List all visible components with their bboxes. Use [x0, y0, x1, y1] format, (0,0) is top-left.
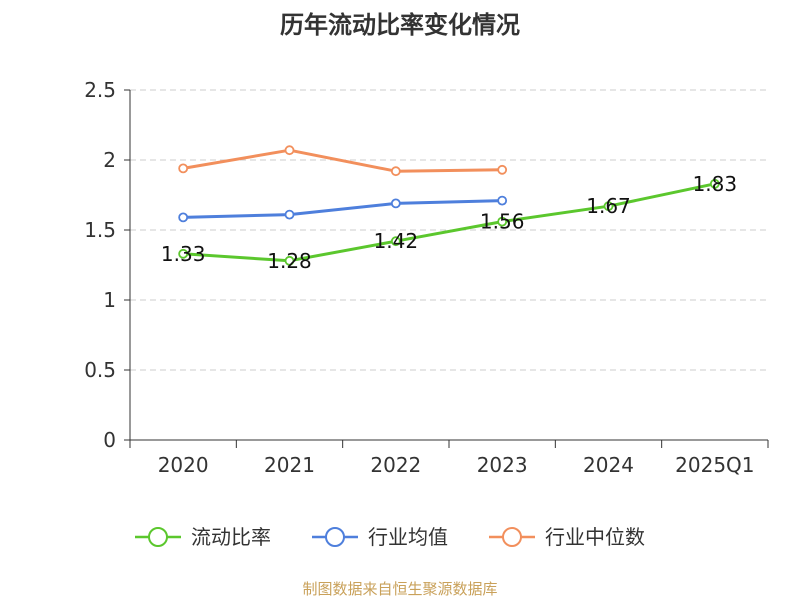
data-point — [284, 209, 295, 220]
data-label: 1.67 — [586, 194, 631, 218]
data-point — [603, 201, 614, 212]
x-tick-label: 2022 — [370, 453, 421, 477]
axes: 0 0.5 1 1.5 2 2.5 2020 2021 2022 2023 2024 2025Q1 — [84, 78, 769, 477]
x-tick-label: 2025Q1 — [675, 453, 754, 477]
legend-label: 流动比率 — [191, 525, 271, 549]
data-label: 1.56 — [480, 210, 525, 234]
data-label: 1.42 — [374, 229, 419, 253]
x-tick-label: 2023 — [477, 453, 528, 477]
legend: 流动比率 行业均值 行业中位数 — [135, 525, 645, 549]
y-tick-label: 1 — [103, 288, 116, 312]
data-point — [497, 216, 508, 227]
data-label: 1.28 — [267, 249, 312, 273]
series-line — [183, 182, 716, 263]
data-point — [178, 163, 189, 174]
data-point — [390, 236, 401, 247]
chart-title: 历年流动比率变化情况 — [280, 11, 520, 39]
data-point — [284, 145, 295, 156]
legend-marker — [325, 527, 345, 547]
x-tick-label: 2021 — [264, 453, 315, 477]
series-line — [182, 148, 503, 173]
data-label: 1.33 — [161, 242, 206, 266]
legend-marker — [148, 527, 168, 547]
data-point — [497, 164, 508, 175]
legend-marker — [502, 527, 522, 547]
series-line — [183, 199, 503, 219]
legend-label: 行业中位数 — [545, 525, 645, 549]
x-tick-label: 2020 — [158, 453, 209, 477]
data-point — [178, 248, 189, 259]
data-point — [390, 198, 401, 209]
y-tick-label: 2 — [103, 148, 116, 172]
data-labels: 1.33 1.28 1.42 1.56 1.67 1.83 — [161, 172, 737, 273]
data-point — [709, 178, 720, 189]
data-point — [284, 255, 295, 266]
data-point — [390, 166, 401, 177]
x-tick-label: 2024 — [583, 453, 634, 477]
y-tick-label: 1.5 — [84, 218, 116, 242]
y-tick-label: 2.5 — [84, 78, 116, 102]
data-label: 1.83 — [693, 172, 738, 196]
legend-label: 行业均值 — [368, 525, 448, 549]
grid — [130, 89, 768, 371]
series-group — [178, 145, 720, 266]
source-note: 制图数据来自恒生聚源数据库 — [302, 580, 497, 598]
data-point — [178, 212, 189, 223]
data-point — [497, 195, 508, 206]
y-tick-label: 0.5 — [84, 358, 116, 382]
y-tick-label: 0 — [103, 428, 116, 452]
